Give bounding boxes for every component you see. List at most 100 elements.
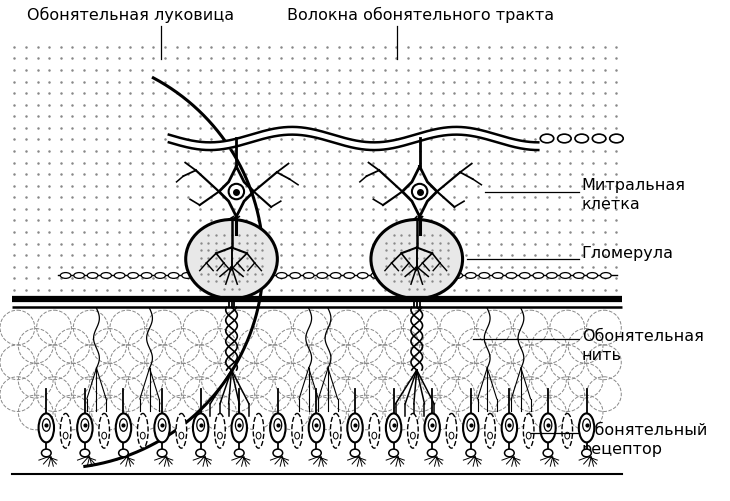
Ellipse shape bbox=[331, 273, 341, 279]
Ellipse shape bbox=[250, 273, 260, 279]
Ellipse shape bbox=[196, 449, 205, 457]
Ellipse shape bbox=[520, 273, 530, 279]
Ellipse shape bbox=[592, 134, 606, 143]
Ellipse shape bbox=[236, 273, 247, 279]
Ellipse shape bbox=[193, 413, 208, 442]
Ellipse shape bbox=[223, 273, 233, 279]
Text: Обонятельный
рецептор: Обонятельный рецептор bbox=[582, 423, 707, 457]
Ellipse shape bbox=[74, 273, 85, 279]
Ellipse shape bbox=[88, 273, 98, 279]
Ellipse shape bbox=[562, 413, 572, 448]
Ellipse shape bbox=[412, 273, 422, 279]
Ellipse shape bbox=[610, 134, 623, 143]
Ellipse shape bbox=[185, 219, 277, 299]
Text: Обонятельная
нить: Обонятельная нить bbox=[582, 330, 704, 363]
Text: Волокна обонятельного тракта: Волокна обонятельного тракта bbox=[288, 7, 555, 23]
Ellipse shape bbox=[350, 449, 360, 457]
Ellipse shape bbox=[101, 273, 112, 279]
Ellipse shape bbox=[389, 449, 399, 457]
Ellipse shape bbox=[292, 413, 302, 448]
Ellipse shape bbox=[523, 413, 534, 448]
Circle shape bbox=[228, 184, 244, 199]
Ellipse shape bbox=[493, 273, 503, 279]
Ellipse shape bbox=[582, 449, 591, 457]
Ellipse shape bbox=[560, 273, 571, 279]
Text: Гломерула: Гломерула bbox=[582, 246, 674, 261]
Ellipse shape bbox=[398, 273, 409, 279]
Ellipse shape bbox=[424, 413, 440, 442]
Ellipse shape bbox=[587, 273, 598, 279]
Ellipse shape bbox=[425, 273, 436, 279]
Ellipse shape bbox=[176, 413, 187, 448]
Ellipse shape bbox=[80, 449, 90, 457]
Ellipse shape bbox=[137, 413, 148, 448]
Ellipse shape bbox=[543, 449, 553, 457]
Ellipse shape bbox=[601, 273, 611, 279]
Ellipse shape bbox=[446, 413, 457, 448]
Ellipse shape bbox=[39, 413, 54, 442]
Ellipse shape bbox=[466, 273, 476, 279]
Text: Митральная
клетка: Митральная клетка bbox=[582, 178, 685, 211]
Ellipse shape bbox=[574, 273, 584, 279]
Ellipse shape bbox=[540, 134, 554, 143]
Ellipse shape bbox=[502, 413, 517, 442]
Ellipse shape bbox=[466, 449, 476, 457]
Ellipse shape bbox=[263, 273, 274, 279]
Ellipse shape bbox=[273, 449, 283, 457]
Ellipse shape bbox=[312, 449, 321, 457]
Ellipse shape bbox=[215, 413, 226, 448]
Ellipse shape bbox=[575, 134, 588, 143]
Ellipse shape bbox=[427, 449, 437, 457]
Ellipse shape bbox=[479, 273, 490, 279]
Ellipse shape bbox=[169, 273, 179, 279]
Ellipse shape bbox=[579, 413, 594, 442]
Ellipse shape bbox=[371, 273, 382, 279]
Ellipse shape bbox=[452, 273, 463, 279]
Ellipse shape bbox=[99, 413, 110, 448]
Ellipse shape bbox=[485, 413, 496, 448]
Ellipse shape bbox=[209, 273, 220, 279]
Ellipse shape bbox=[317, 273, 328, 279]
Ellipse shape bbox=[61, 413, 71, 448]
Ellipse shape bbox=[277, 273, 287, 279]
Ellipse shape bbox=[116, 413, 131, 442]
Ellipse shape bbox=[61, 273, 71, 279]
Ellipse shape bbox=[119, 449, 128, 457]
Ellipse shape bbox=[533, 273, 544, 279]
Circle shape bbox=[412, 184, 427, 199]
Ellipse shape bbox=[231, 413, 247, 442]
Ellipse shape bbox=[506, 273, 517, 279]
Ellipse shape bbox=[386, 413, 402, 442]
Ellipse shape bbox=[309, 413, 324, 442]
Ellipse shape bbox=[558, 134, 571, 143]
Ellipse shape bbox=[196, 273, 206, 279]
Ellipse shape bbox=[304, 273, 314, 279]
Ellipse shape bbox=[344, 273, 355, 279]
Ellipse shape bbox=[128, 273, 139, 279]
Ellipse shape bbox=[385, 273, 395, 279]
Ellipse shape bbox=[115, 273, 125, 279]
Ellipse shape bbox=[290, 273, 301, 279]
Ellipse shape bbox=[77, 413, 93, 442]
Ellipse shape bbox=[182, 273, 193, 279]
Ellipse shape bbox=[155, 273, 166, 279]
Ellipse shape bbox=[157, 449, 167, 457]
Ellipse shape bbox=[331, 413, 341, 448]
Text: Обонятельная луковица: Обонятельная луковица bbox=[27, 7, 234, 23]
Ellipse shape bbox=[358, 273, 368, 279]
Ellipse shape bbox=[547, 273, 557, 279]
Ellipse shape bbox=[154, 413, 170, 442]
Ellipse shape bbox=[407, 413, 418, 448]
Ellipse shape bbox=[42, 449, 51, 457]
Ellipse shape bbox=[504, 449, 514, 457]
Ellipse shape bbox=[540, 413, 556, 442]
Ellipse shape bbox=[371, 219, 463, 299]
Ellipse shape bbox=[270, 413, 285, 442]
Ellipse shape bbox=[347, 413, 363, 442]
Ellipse shape bbox=[439, 273, 449, 279]
Ellipse shape bbox=[463, 413, 478, 442]
Ellipse shape bbox=[369, 413, 380, 448]
Ellipse shape bbox=[234, 449, 244, 457]
Ellipse shape bbox=[142, 273, 152, 279]
Ellipse shape bbox=[253, 413, 264, 448]
